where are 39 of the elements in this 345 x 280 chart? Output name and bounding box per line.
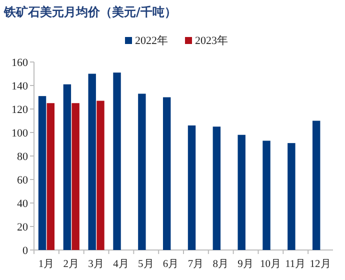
bar (46, 103, 55, 250)
bar (38, 96, 46, 250)
y-tick-label: 40 (17, 198, 28, 210)
x-tick-label: 4月 (113, 258, 130, 270)
bar (288, 143, 296, 250)
x-tick-label: 5月 (138, 258, 154, 270)
y-tick-label: 20 (17, 221, 28, 234)
bar (88, 74, 96, 250)
x-tick-label: 2月 (63, 258, 80, 270)
y-tick-label: 120 (12, 104, 28, 116)
legend-label: 2022年 (135, 35, 168, 47)
x-tick-label: 11月 (285, 258, 306, 270)
y-tick-label: 80 (17, 150, 28, 163)
chart-title: 铁矿石美元月均价（美元/千吨） (3, 5, 176, 19)
x-tick-label: 8月 (212, 258, 229, 270)
bar (262, 140, 270, 250)
y-tick-label: 0 (22, 244, 28, 257)
bar (72, 103, 80, 250)
x-tick-label: 3月 (88, 258, 104, 270)
x-tick-label: 10月 (260, 258, 282, 270)
bar (212, 126, 221, 250)
x-tick-label: 1月 (38, 258, 55, 270)
bar (188, 125, 196, 250)
y-tick-label: 140 (12, 80, 28, 92)
y-tick-label: 60 (17, 174, 28, 186)
x-tick-label: 12月 (310, 258, 332, 270)
bar (312, 120, 320, 250)
y-tick-label: 100 (12, 127, 28, 140)
legend-label: 2023年 (195, 35, 228, 47)
x-tick-label: 7月 (188, 258, 204, 270)
y-tick-label: 160 (12, 56, 28, 69)
bar (113, 72, 121, 250)
x-tick-label: 9月 (238, 258, 254, 270)
bar (238, 134, 246, 250)
x-tick-label: 6月 (162, 258, 180, 270)
bar (162, 97, 171, 250)
bar (63, 84, 72, 250)
bar (138, 94, 146, 250)
bar (96, 100, 104, 250)
